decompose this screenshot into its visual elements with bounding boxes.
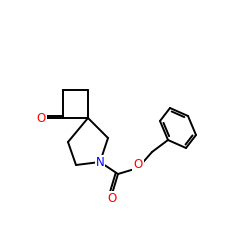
Text: O: O xyxy=(134,158,142,170)
Text: O: O xyxy=(36,112,46,124)
Text: O: O xyxy=(108,192,116,204)
Text: N: N xyxy=(96,156,104,168)
